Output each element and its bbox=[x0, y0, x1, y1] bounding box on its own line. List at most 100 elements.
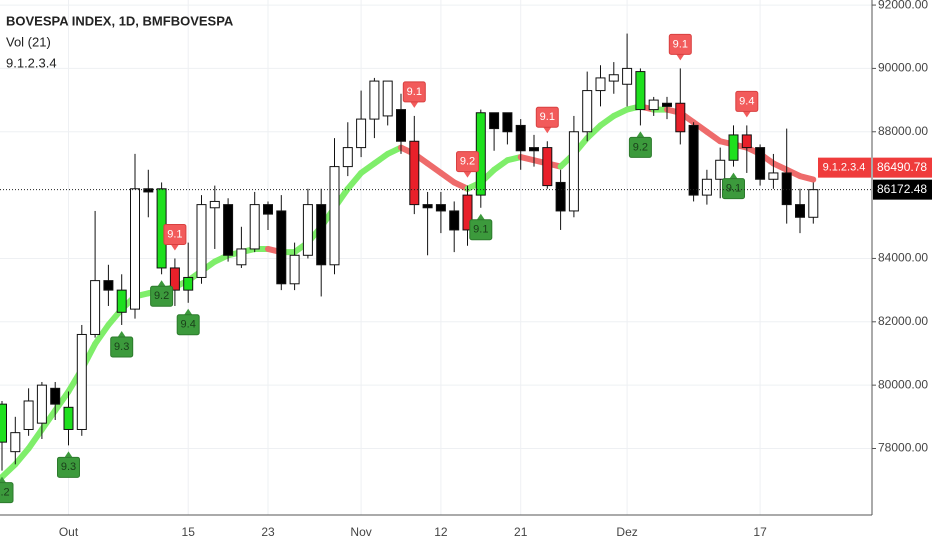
y-tick-label: 80000.00 bbox=[878, 377, 928, 391]
x-tick-label: 21 bbox=[514, 525, 528, 539]
signal-label: 9.3 bbox=[61, 461, 76, 473]
indicator-label: 9.1.2.3.4 bbox=[6, 55, 57, 70]
candle-body bbox=[236, 248, 247, 266]
y-tick-label: 78000.00 bbox=[878, 441, 928, 455]
last-price-box bbox=[873, 179, 932, 200]
candle-body bbox=[50, 387, 61, 405]
signal-pointer bbox=[676, 54, 685, 61]
signal-pointer bbox=[476, 213, 485, 220]
signal: 9.3 bbox=[57, 451, 80, 478]
y-tick-label: 90000.00 bbox=[878, 61, 928, 75]
grid bbox=[0, 0, 872, 515]
candle-body bbox=[422, 204, 433, 209]
candle-body bbox=[316, 204, 327, 266]
signal-label: 9.3 bbox=[114, 341, 129, 353]
signal-label: 9.4 bbox=[739, 95, 754, 107]
candle-body bbox=[183, 276, 194, 291]
candle-body bbox=[276, 210, 287, 285]
x-tick-label: Nov bbox=[350, 525, 371, 539]
y-tick-label: 84000.00 bbox=[878, 251, 928, 265]
signal-label: 9.1 bbox=[673, 38, 688, 50]
ma-segment bbox=[12, 445, 32, 468]
x-tick-label: 15 bbox=[182, 525, 196, 539]
candle-body bbox=[249, 204, 260, 250]
candle-body bbox=[76, 333, 87, 430]
signal-label: 9.2 bbox=[460, 156, 475, 168]
signal-box bbox=[668, 33, 692, 55]
candle-body bbox=[515, 124, 526, 152]
candle-body bbox=[755, 147, 766, 180]
signal-box bbox=[57, 456, 80, 478]
ma-value-box bbox=[873, 157, 932, 178]
x-tick-label: Dez bbox=[616, 525, 637, 539]
signal-box bbox=[722, 178, 745, 200]
candle-body bbox=[0, 403, 7, 443]
signal-pointer bbox=[636, 131, 645, 138]
signal: 9.3 bbox=[110, 330, 134, 358]
candle-body bbox=[263, 204, 273, 215]
ma-segment bbox=[344, 169, 365, 192]
signal: 9.1 bbox=[535, 106, 559, 134]
candle-body bbox=[342, 147, 353, 168]
signal-box bbox=[110, 336, 134, 358]
candle-body bbox=[90, 280, 101, 335]
signal-label: 9.2 bbox=[154, 290, 169, 302]
candle-body bbox=[396, 109, 406, 142]
y-tick-label: 88000.00 bbox=[878, 124, 928, 138]
ma-name-label: 9.1.2.3.4 bbox=[823, 162, 866, 174]
plot: 9.2 9.3 9.3 9.2 9.1 9.4 9.1 9.2 9.1 9.1 9.2 9.1 9.1 9… bbox=[0, 33, 872, 504]
y-tick-label: 92000.00 bbox=[878, 0, 928, 11]
candle-body bbox=[103, 280, 114, 291]
ma-segment bbox=[0, 461, 19, 480]
ma-segment bbox=[92, 321, 112, 347]
candle-body bbox=[662, 102, 672, 107]
signal-pointer bbox=[170, 244, 179, 251]
candle-body bbox=[10, 432, 21, 453]
candle-body bbox=[715, 159, 726, 180]
candle-body bbox=[768, 172, 779, 180]
signal-label: 9.1 bbox=[167, 228, 182, 240]
signal-pointer bbox=[184, 308, 193, 315]
candle-body bbox=[196, 204, 207, 278]
candle-body bbox=[116, 289, 127, 313]
candle-body bbox=[529, 147, 539, 152]
signal-pointer bbox=[729, 172, 738, 179]
signal: 9.1 bbox=[402, 81, 426, 108]
candle-body bbox=[169, 267, 180, 291]
signal-pointer bbox=[742, 111, 751, 118]
candle-body bbox=[582, 90, 593, 133]
candle-body bbox=[795, 204, 805, 218]
ma-value-label: 86490.78 bbox=[877, 160, 927, 174]
candle-body bbox=[502, 112, 513, 133]
signal-pointer bbox=[117, 330, 126, 337]
signal-pointer bbox=[410, 101, 419, 108]
candle-body bbox=[728, 134, 739, 161]
signal: 9.1 bbox=[668, 33, 692, 61]
candle-body bbox=[555, 181, 566, 212]
signal: 9.2 bbox=[0, 476, 14, 504]
candle-body bbox=[489, 112, 500, 130]
signal-box bbox=[0, 482, 14, 504]
candle-body bbox=[289, 254, 300, 285]
candle-body bbox=[808, 189, 819, 218]
signal-box bbox=[402, 81, 426, 103]
ma-segment bbox=[25, 426, 45, 452]
x-tick-label: 17 bbox=[753, 525, 767, 539]
candle-body bbox=[608, 74, 619, 82]
y-tick-label: 82000.00 bbox=[878, 314, 928, 328]
candle-body bbox=[781, 172, 792, 206]
signal: 9.4 bbox=[735, 90, 759, 118]
ma-segment bbox=[38, 407, 59, 433]
candle-body bbox=[63, 406, 74, 430]
candle-body bbox=[675, 102, 686, 133]
candle-body bbox=[329, 166, 340, 266]
ma-segment bbox=[52, 388, 72, 414]
signal: 9.1 bbox=[469, 213, 493, 241]
candle-body bbox=[595, 77, 606, 92]
candle-body bbox=[382, 80, 393, 117]
ma-segment bbox=[584, 122, 604, 142]
candle-body bbox=[356, 118, 367, 149]
candle-body bbox=[568, 131, 579, 212]
candle-body bbox=[143, 188, 154, 193]
